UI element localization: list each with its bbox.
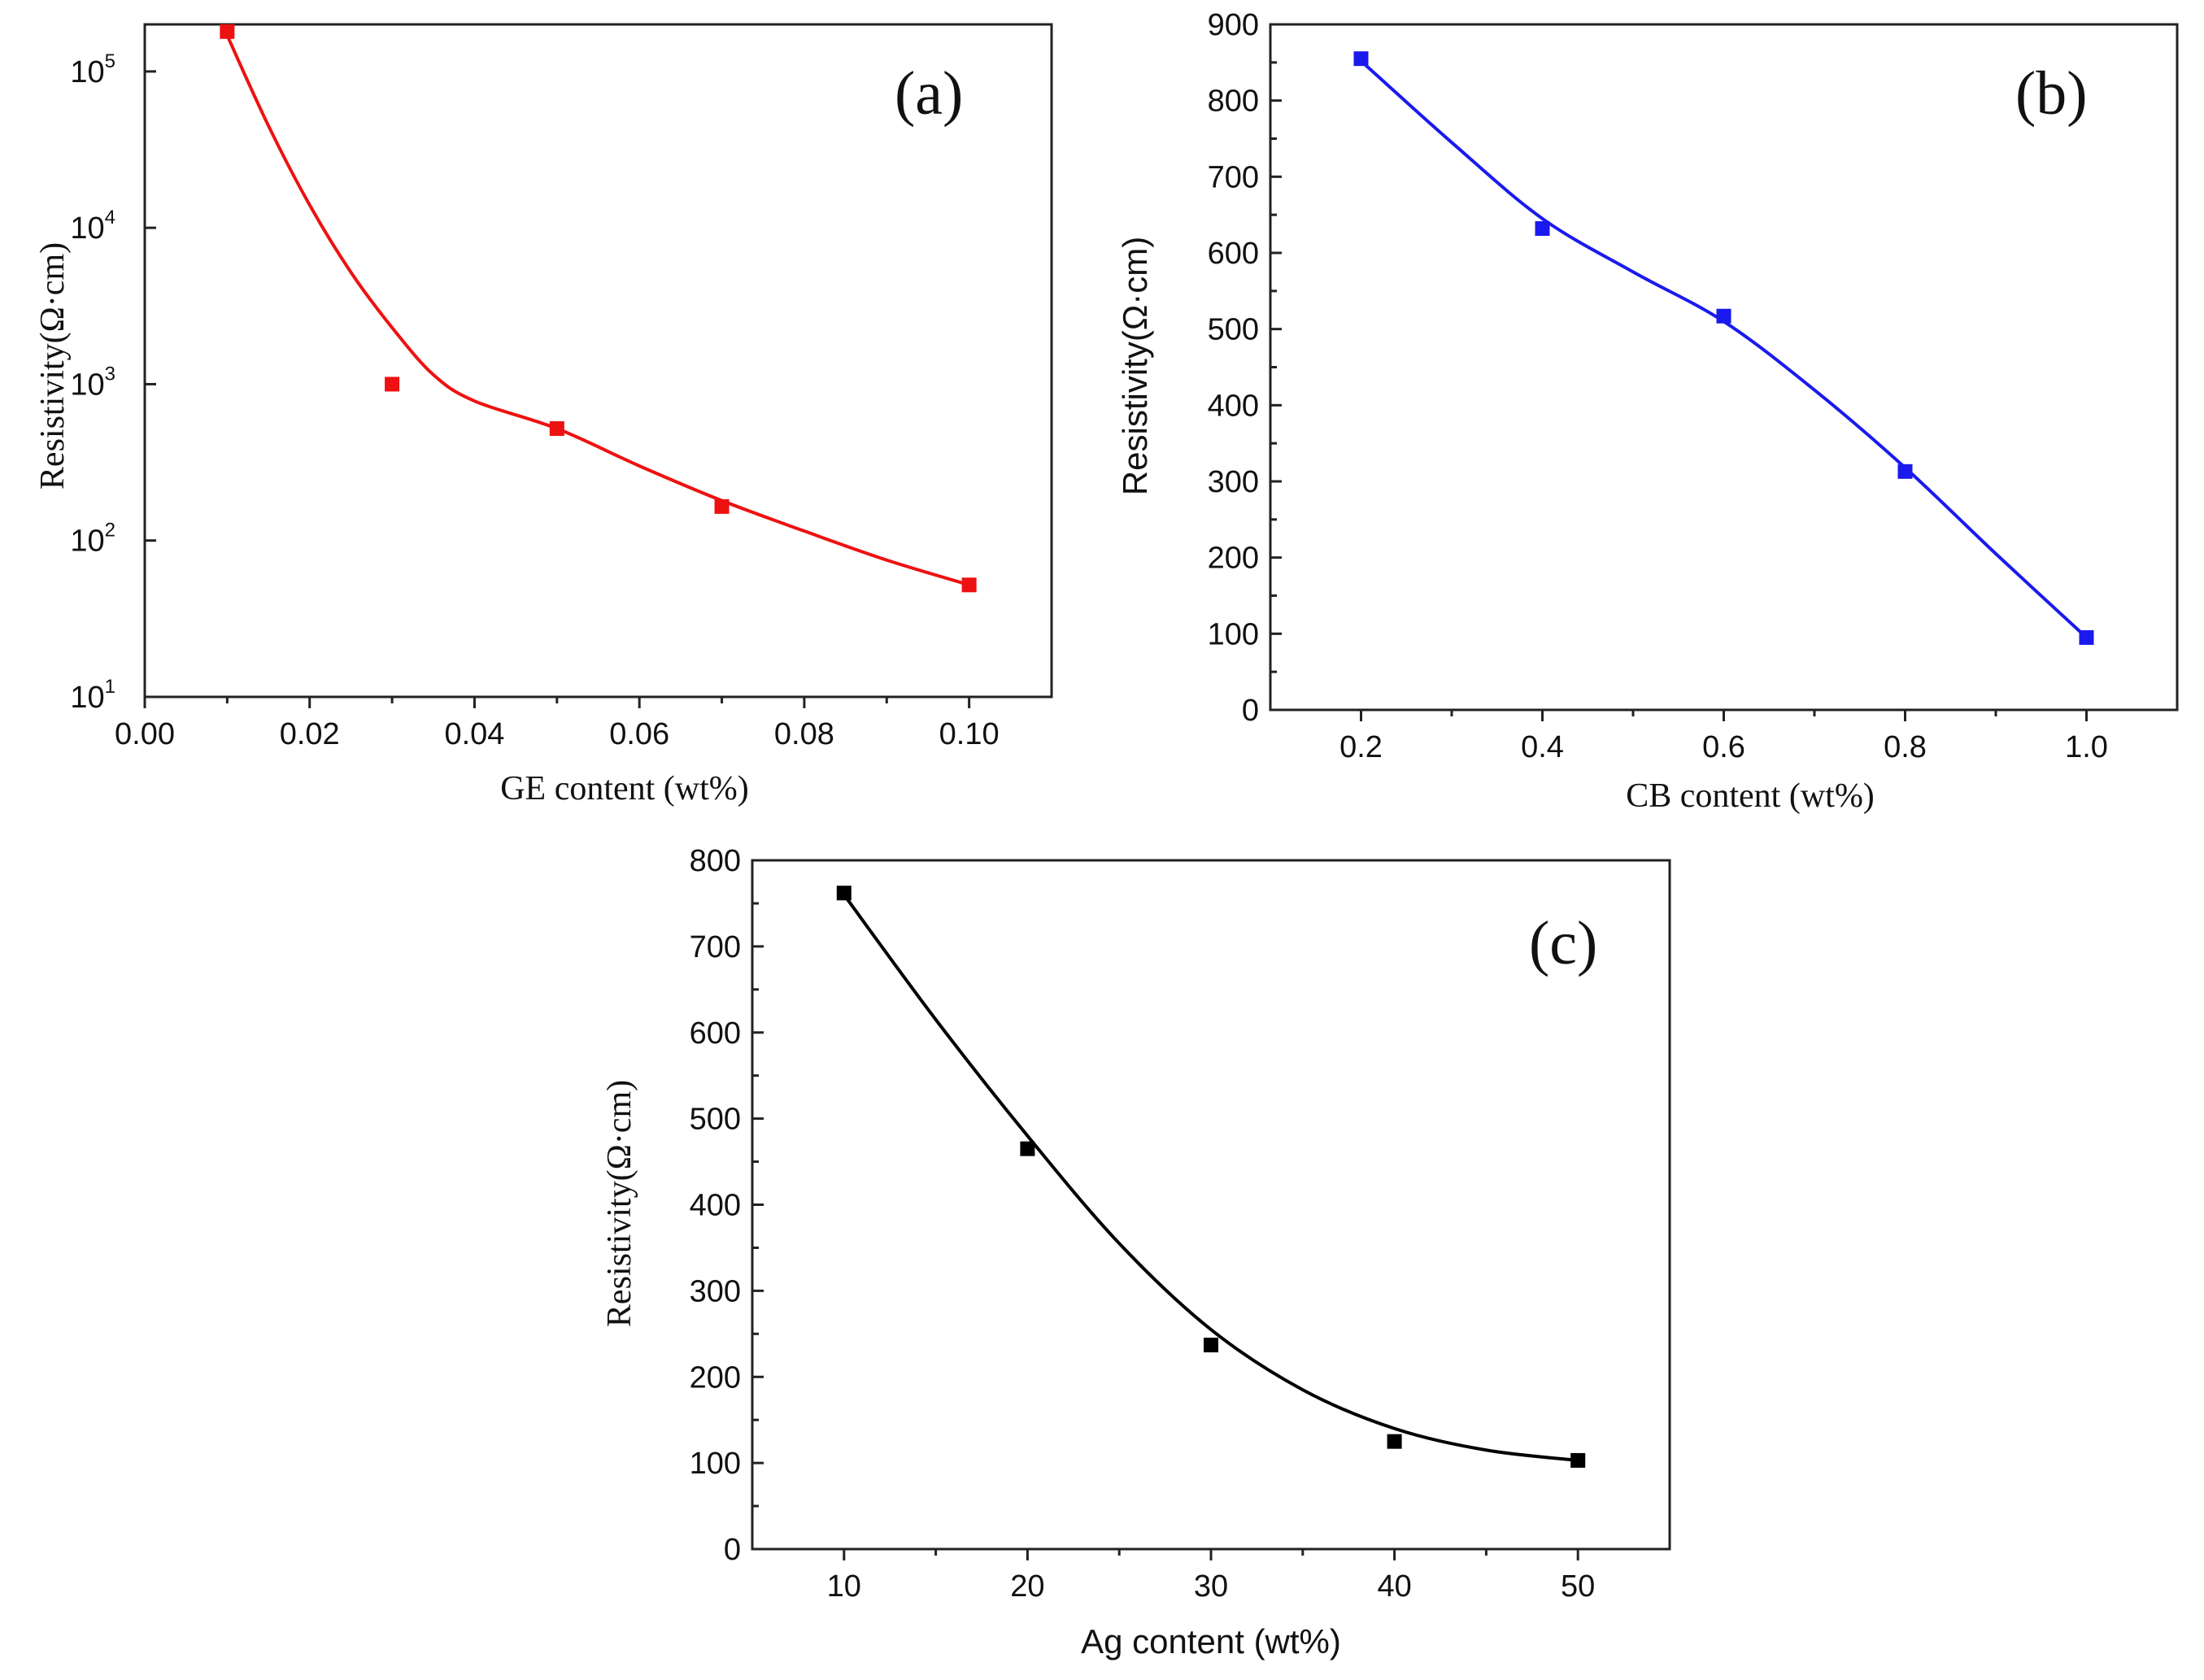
- panel-c-y-tick-label: 0: [724, 1533, 741, 1567]
- panel-c-data-point: [1020, 1141, 1035, 1156]
- panel-c-data-point: [836, 886, 852, 901]
- panel-a-x-tick-label: 0.04: [444, 717, 504, 751]
- panel-b-data-points: [1353, 51, 2094, 646]
- panel-b-x-tick-label: 0.4: [1521, 730, 1564, 764]
- panel-a-data-points: [220, 24, 977, 593]
- panel-a-x-tick-label: 0.10: [939, 717, 1000, 751]
- panel-a-y-tick-label: 105: [70, 50, 115, 89]
- panel-c-data-point: [1387, 1434, 1402, 1449]
- panel-a-label: (a): [895, 59, 963, 128]
- panel-a-x-axis-title: GE content (wt%): [500, 770, 749, 807]
- panel-a-fit-line: [225, 34, 970, 587]
- panel-b-y-tick-label: 700: [1208, 160, 1259, 194]
- panel-c-label: (c): [1529, 909, 1597, 977]
- panel-b-data-point: [1535, 221, 1550, 237]
- panel-b-data-point: [1353, 51, 1369, 67]
- panel-c-data-points: [836, 886, 1586, 1468]
- panel-b-y-tick-label: 800: [1208, 85, 1259, 119]
- panel-a-x-ticks: 0.00 0.02 0.04 0.06 0.08 0.10: [115, 697, 1000, 751]
- panel-c-fit-line: [843, 894, 1579, 1462]
- panel-c-y-tick-label: 500: [690, 1103, 741, 1137]
- panel-a-x-tick-label: 0.08: [774, 717, 834, 751]
- panel-a-y-tick-label: 104: [70, 207, 115, 246]
- panel-c-x-tick-label: 40: [1377, 1569, 1411, 1604]
- panel-c-y-tick-label: 700: [690, 930, 741, 964]
- panel-a-data-point: [961, 577, 977, 593]
- panel-b-y-tick-label: 900: [1208, 8, 1259, 42]
- panel-b-y-tick-label: 400: [1208, 389, 1259, 423]
- panel-c-y-tick-label: 300: [690, 1274, 741, 1308]
- panel-c-x-tick-label: 30: [1194, 1569, 1228, 1604]
- panel-c-x-axis-title: Ag content (wt%): [1081, 1622, 1341, 1660]
- panel-c-x-tick-label: 50: [1561, 1569, 1595, 1604]
- panel-b-y-tick-label: 600: [1208, 237, 1259, 271]
- panel-a-x-tick-label: 0.00: [115, 717, 175, 751]
- panel-a-y-axis-title: Resistivity(Ω·cm): [34, 242, 72, 490]
- panel-a-chart: 101 102 103 104 105 0.00 0.02 0.04 0.06 0.08 0.10…: [34, 23, 1053, 807]
- panel-a-y-tick-label: 102: [70, 520, 115, 559]
- panel-b-y-axis-title: Resistivity(Ω·cm): [1116, 237, 1154, 495]
- panel-c-y-tick-label: 100: [690, 1447, 741, 1481]
- panel-b-x-tick-label: 1.0: [2065, 730, 2108, 764]
- panel-a-data-point: [385, 376, 400, 392]
- panel-b-data-point: [2079, 630, 2094, 646]
- panel-c-x-tick-label: 10: [827, 1569, 861, 1604]
- panel-b-label: (b): [2015, 59, 2088, 128]
- panel-a-x-tick-label: 0.02: [280, 717, 340, 751]
- panel-c-x-ticks: 10 20 30 40 50: [827, 1549, 1595, 1604]
- panel-c-y-axis-title: Resistivity(Ω·cm): [601, 1080, 638, 1327]
- panel-c-fit-curve: [843, 894, 1579, 1462]
- panel-a-data-point: [220, 24, 235, 39]
- panel-b-x-axis-title: CB content (wt%): [1626, 777, 1875, 815]
- panel-c-x-tick-label: 20: [1010, 1569, 1044, 1604]
- panel-c-data-point: [1570, 1452, 1586, 1468]
- panel-b-y-tick-label: 500: [1208, 313, 1259, 347]
- panel-a-plot-frame: [143, 23, 1053, 699]
- panel-b-y-tick-label: 0: [1242, 694, 1259, 728]
- panel-b-x-tick-label: 0.8: [1884, 730, 1927, 764]
- panel-a-x-tick-label: 0.06: [609, 717, 669, 751]
- panel-b-y-tick-label: 200: [1208, 542, 1259, 576]
- panel-a-y-tick-label: 103: [70, 363, 115, 402]
- panel-c-y-tick-label: 800: [690, 844, 741, 878]
- panel-b-x-ticks: 0.2 0.4 0.6 0.8 1.0: [1339, 710, 2108, 764]
- panel-b-fit-curve: [1360, 59, 2088, 639]
- panel-b-y-tick-label: 300: [1208, 465, 1259, 499]
- panel-c-data-point: [1204, 1338, 1218, 1353]
- panel-b-data-point: [1897, 464, 1913, 479]
- panel-b-x-tick-label: 0.6: [1702, 730, 1745, 764]
- panel-c-y-tick-label: 400: [690, 1189, 741, 1223]
- panel-c-chart: 0 100 200 300 400 500 600 700 800 10 20 30 40 50 (c)…: [601, 844, 1671, 1660]
- panel-a-fit-curve: [225, 34, 970, 587]
- panel-c-y-ticks: 0 100 200 300 400 500 600 700 800: [690, 844, 764, 1567]
- panel-b-y-tick-label: 100: [1208, 617, 1259, 651]
- panel-a-y-tick-label: 101: [70, 676, 115, 715]
- panel-c-y-tick-label: 200: [690, 1360, 741, 1395]
- panel-b-data-point: [1716, 308, 1731, 324]
- panel-b-fit-line: [1360, 59, 2088, 639]
- panel-a-data-point: [549, 421, 564, 437]
- panel-b-x-tick-label: 0.2: [1339, 730, 1383, 764]
- panel-a-data-point: [714, 498, 730, 514]
- panel-b-y-ticks: 0 100 200 300 400 500 600 700 800 900: [1208, 8, 1282, 728]
- panel-c-y-tick-label: 600: [690, 1016, 741, 1051]
- panel-a-y-ticks: 101 102 103 104 105: [70, 50, 156, 715]
